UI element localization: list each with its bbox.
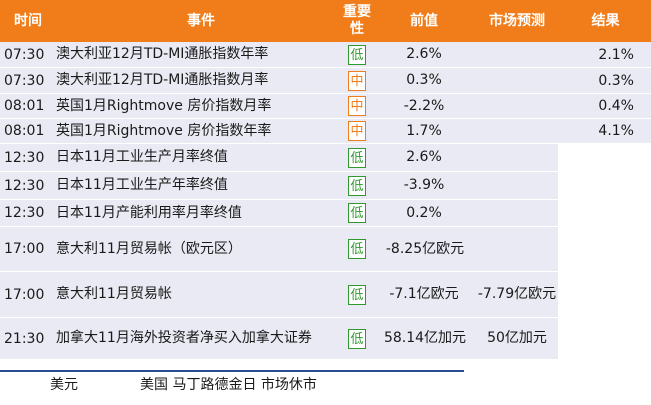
importance-badge: 中 [348,70,366,91]
row-previous: -7.1亿欧元 [389,286,459,302]
row-background [0,68,558,93]
row-previous: 2.6% [406,46,442,62]
row-time: 12:30 [4,177,45,194]
row-background [0,318,558,359]
row-previous: 0.2% [406,204,442,221]
row-event: 英国1月Rightmove 房价指数月率 [56,97,272,114]
row-forecast [472,42,562,67]
row-result [560,272,634,317]
row-previous: 0.3% [406,72,442,88]
row-importance: 低 [346,200,368,226]
row-event: 意大利11月贸易帐（欧元区） [56,240,242,257]
row-result [560,318,634,359]
row-previous: 58.14亿加元 [383,330,467,346]
importance-badge: 中 [348,121,366,141]
row-background [0,119,558,143]
row-result: 0.4% [598,98,634,114]
header-previous: 前值 [410,12,438,29]
importance-badge: 低 [348,175,366,196]
row-importance: 低 [346,42,368,67]
row-result: 0.3% [598,72,634,89]
footer-divider [0,370,464,372]
result-background [558,119,651,143]
result-background [558,68,651,93]
row-result: 2.1% [598,46,634,63]
row-result [560,200,634,226]
row-time: 07:30 [4,46,45,63]
row-forecast [472,172,562,199]
header-importance: 重要 性 [343,4,371,37]
row-time: 17:00 [4,286,45,303]
row-result [560,227,634,271]
row-importance: 中 [346,119,368,143]
row-background [0,94,558,118]
header-time: 时间 [14,12,42,29]
row-importance: 低 [346,144,368,171]
footer-holiday-note: 美国 马丁路德金日 市场休市 [140,377,317,393]
row-event: 日本11月工业生产年率终值 [56,177,228,193]
row-forecast: 50亿加元 [487,330,547,346]
row-background [0,144,558,171]
row-result: 4.1% [598,123,634,139]
row-previous: 1.7% [406,122,442,139]
row-background [0,272,558,317]
table-header: 时间 事件 重要 性 前值 市场预测 结果 [0,0,651,42]
row-importance: 中 [346,68,368,93]
row-result [560,144,634,171]
importance-badge: 低 [348,239,366,259]
row-event: 日本11月产能利用率月率终值 [56,204,242,221]
importance-badge: 低 [348,147,366,168]
importance-badge: 低 [348,328,366,349]
row-background [0,42,558,67]
row-time: 17:00 [4,241,45,257]
row-importance: 低 [346,172,368,199]
importance-badge: 低 [348,44,366,65]
row-result [560,172,634,199]
row-event: 英国1月Rightmove 房价指数年率 [56,122,272,139]
row-time: 21:30 [4,330,45,347]
header-result: 结果 [591,12,620,29]
row-background [0,172,558,199]
row-forecast: -7.79亿欧元 [477,286,557,302]
row-importance: 低 [346,318,368,359]
row-forecast [472,68,562,93]
row-time: 12:30 [4,205,45,221]
row-previous: -2.2% [403,97,445,114]
row-importance: 中 [346,94,368,118]
importance-badge: 低 [348,203,366,223]
row-time: 07:30 [4,72,45,89]
row-event: 加拿大11月海外投资者净买入加拿大证券 [56,330,312,346]
row-forecast [472,119,562,143]
row-forecast [472,94,562,118]
row-event: 澳大利亚12月TD-MI通胀指数月率 [56,72,269,88]
header-forecast: 市场预测 [489,12,545,29]
importance-badge: 中 [348,96,366,116]
row-forecast [472,200,562,226]
row-event: 日本11月工业生产月率终值 [56,149,228,165]
result-background [558,94,651,118]
importance-badge: 低 [348,284,366,305]
row-previous: -3.9% [403,177,445,193]
row-time: 08:01 [4,123,45,139]
row-previous: 2.6% [406,149,442,165]
row-forecast [472,227,562,271]
result-background [558,42,651,67]
row-background [0,227,558,271]
row-importance: 低 [346,227,368,271]
row-forecast [472,144,562,171]
header-event: 事件 [187,12,215,29]
row-previous: -8.25亿欧元 [385,240,465,257]
row-importance: 低 [346,272,368,317]
row-event: 意大利11月贸易帐 [56,286,172,302]
row-time: 08:01 [4,98,45,114]
footer-currency: 美元 [50,377,78,393]
row-background [0,200,558,226]
row-time: 12:30 [4,149,45,166]
row-event: 澳大利亚12月TD-MI通胀指数年率 [56,46,269,62]
